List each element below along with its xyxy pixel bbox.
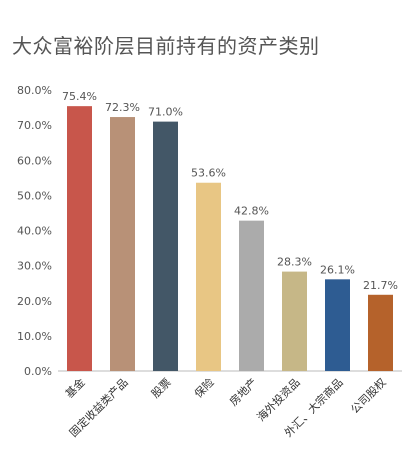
bar [110,117,135,371]
data-label: 28.3% [277,256,312,269]
bars-group [67,106,393,371]
y-tick-label: 80.0% [17,84,52,97]
y-tick-label: 50.0% [17,189,52,202]
y-tick-label: 40.0% [17,225,52,238]
x-tick-label: 基金 [62,375,87,400]
bar [239,220,264,371]
axis-group: 0.0% 10.0% 20.0% 30.0% 40.0% 50.0% 60.0% 70.0% 8… [17,84,402,378]
chart-title: 大众富裕阶层目前持有的资产类别 [12,34,320,58]
bar [196,182,221,371]
data-label: 71.0% [148,106,183,119]
bar [153,121,178,371]
bar [325,279,350,371]
data-label: 75.4% [62,90,97,103]
data-label: 42.8% [234,205,269,218]
bar [368,294,393,371]
y-tick-label: 10.0% [17,330,52,343]
data-label: 53.6% [191,167,226,180]
x-tick-label: 保险 [191,375,216,400]
data-label: 26.1% [320,263,355,276]
y-tick-label: 70.0% [17,119,52,132]
x-tick-label: 房地产 [226,375,259,408]
x-tick-label: 公司股权 [348,376,388,416]
y-tick-label: 20.0% [17,295,52,308]
data-label: 21.7% [363,279,398,292]
bar [282,271,307,371]
y-tick-label: 60.0% [17,154,52,167]
y-tick-label: 30.0% [17,260,52,273]
x-tick-label: 股票 [149,376,174,401]
data-label: 72.3% [105,101,140,114]
bar [67,106,92,371]
y-tick-label: 0.0% [24,365,52,378]
